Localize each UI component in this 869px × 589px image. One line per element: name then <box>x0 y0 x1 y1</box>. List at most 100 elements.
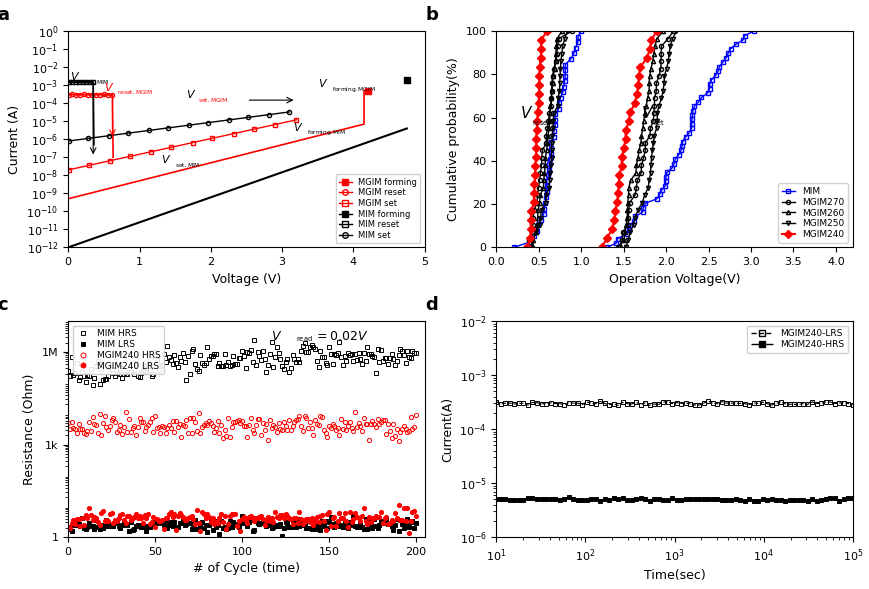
Text: $V$: $V$ <box>520 105 533 121</box>
MIM <box>558 83 568 90</box>
Y-axis label: Current(A): Current(A) <box>441 396 454 462</box>
MGIM250 <box>526 244 536 251</box>
Text: a: a <box>0 6 9 25</box>
MGIM240 <box>525 226 535 233</box>
MGIM250 <box>554 80 564 87</box>
MGIM240 HRS <box>189 419 200 426</box>
MIM <box>548 127 559 134</box>
MIM <box>554 94 565 101</box>
MGIM260 <box>538 177 548 184</box>
MGIM260 <box>534 191 545 198</box>
MGIM270 <box>546 80 556 87</box>
MGIM250 <box>534 221 544 229</box>
MIM LRS <box>276 532 287 540</box>
MGIM270 <box>550 58 561 65</box>
MGIM240 HRS <box>63 419 73 426</box>
MGIM240-HRS <box>725 497 735 504</box>
MIM <box>559 78 569 85</box>
MIM HRS <box>63 367 73 374</box>
MGIM250 <box>546 147 556 154</box>
MIM <box>573 33 583 40</box>
MGIM270 <box>546 87 556 94</box>
MGIM250 <box>544 169 554 176</box>
MIM LRS <box>94 525 104 532</box>
MGIM260 <box>551 35 561 42</box>
MGIM240 <box>535 37 546 44</box>
MGIM240 <box>525 217 535 224</box>
MIM HRS <box>254 353 264 360</box>
MGIM240 LRS <box>381 514 391 521</box>
X-axis label: Operation Voltage(V): Operation Voltage(V) <box>608 273 740 286</box>
MGIM270 <box>542 117 553 124</box>
MGIM240 <box>526 208 536 215</box>
MGIM260 <box>532 214 542 221</box>
MGIM240 <box>525 235 535 242</box>
MIM <box>531 227 541 234</box>
MIM <box>549 122 560 129</box>
MGIM260 <box>540 154 550 161</box>
MGIM240 <box>534 55 545 62</box>
Text: d: d <box>425 296 437 315</box>
MIM <box>557 89 567 96</box>
MGIM240 <box>534 91 544 98</box>
MGIM270 <box>566 28 576 35</box>
MGIM240 LRS <box>63 523 73 530</box>
MGIM260 <box>550 42 561 49</box>
Line: MGIM240-LRS: MGIM240-LRS <box>494 399 854 408</box>
MGIM260 <box>532 221 542 229</box>
Text: $V$: $V$ <box>70 70 80 82</box>
MIM <box>560 67 570 74</box>
MIM <box>507 244 518 251</box>
MIM HRS <box>249 336 259 343</box>
MGIM250 <box>527 236 537 243</box>
MGIM270 <box>528 207 539 214</box>
MGIM250 <box>546 140 556 147</box>
Line: MGIM240-HRS: MGIM240-HRS <box>494 495 854 504</box>
MIM <box>568 50 579 57</box>
MGIM260 <box>541 140 552 147</box>
MGIM240-HRS <box>752 498 762 505</box>
Line: MIM HRS: MIM HRS <box>66 337 418 387</box>
MGIM270 <box>536 154 547 161</box>
MGIM240 <box>535 46 546 53</box>
MGIM270 <box>547 65 558 72</box>
MGIM250 <box>547 117 558 124</box>
MGIM250 <box>557 42 567 49</box>
MGIM240-HRS <box>739 498 749 505</box>
Line: MIM LRS: MIM LRS <box>66 514 418 538</box>
Text: $\mathregular{_{set,MIM}}$: $\mathregular{_{set,MIM}}$ <box>175 161 201 170</box>
Text: $\mathregular{_{set}}$: $\mathregular{_{set}}$ <box>653 118 665 128</box>
MIM HRS <box>384 355 395 362</box>
MIM <box>538 211 548 218</box>
Text: $\mathregular{_{reset}}$: $\mathregular{_{reset}}$ <box>532 118 551 128</box>
MGIM240 <box>530 145 541 152</box>
MGIM240 LRS <box>250 515 261 522</box>
Text: $V$: $V$ <box>293 121 302 133</box>
MGIM260 <box>547 80 557 87</box>
MIM <box>560 72 570 79</box>
Legend: MIM HRS, MIM LRS, MGIM240 HRS, MGIM240 LRS: MIM HRS, MIM LRS, MGIM240 HRS, MGIM240 L… <box>73 326 164 374</box>
MIM LRS <box>189 517 200 524</box>
MGIM240 LRS <box>64 525 75 532</box>
MGIM240-LRS <box>729 399 740 406</box>
MGIM270 <box>531 199 541 206</box>
Line: MGIM240 HRS: MGIM240 HRS <box>66 410 418 443</box>
MGIM240 <box>533 100 543 107</box>
MGIM270 <box>546 95 556 102</box>
MGIM240 LRS <box>410 512 421 519</box>
MGIM240 <box>532 109 542 116</box>
MGIM260 <box>527 244 538 251</box>
MGIM260 <box>543 125 554 132</box>
MIM <box>546 138 556 145</box>
MIM <box>546 144 556 151</box>
MGIM260 <box>544 117 554 124</box>
MIM <box>534 216 545 223</box>
MGIM240-LRS <box>743 401 753 408</box>
MGIM240 <box>534 64 544 71</box>
MGIM240-LRS <box>653 401 663 408</box>
Text: c: c <box>0 296 8 315</box>
MGIM270 <box>541 140 551 147</box>
MGIM270 <box>547 72 557 80</box>
MGIM240 HRS <box>382 421 393 428</box>
MGIM240 HRS <box>349 408 360 415</box>
